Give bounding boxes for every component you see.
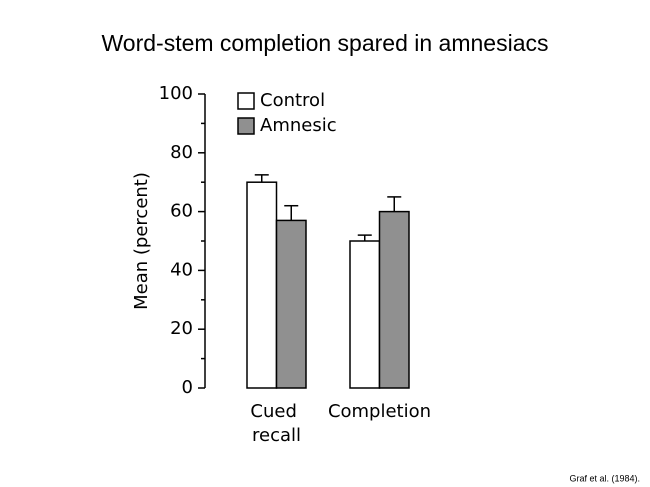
y-tick-label: 20: [170, 318, 193, 339]
y-tick-label: 0: [182, 377, 193, 398]
y-tick-label: 80: [170, 142, 193, 163]
legend-label: Control: [260, 90, 325, 111]
x-tick-label: Cued recall: [250, 401, 302, 446]
y-tick-label: 100: [159, 83, 193, 104]
legend-label: Amnesic: [260, 115, 337, 136]
bar: [246, 181, 278, 389]
bar: [378, 210, 410, 389]
y-axis-label: Mean (percent): [131, 172, 152, 310]
x-tick-label: Completion: [328, 401, 431, 422]
source-note: Graf et al. (1984).: [569, 473, 640, 483]
legend-swatch: [237, 117, 255, 135]
bar: [349, 240, 381, 389]
legend-swatch: [237, 92, 255, 110]
y-tick-label: 60: [170, 201, 193, 222]
bar: [275, 219, 307, 389]
y-tick-label: 40: [170, 259, 193, 280]
chart-title: Word-stem completion spared in amnesiacs: [102, 30, 549, 56]
